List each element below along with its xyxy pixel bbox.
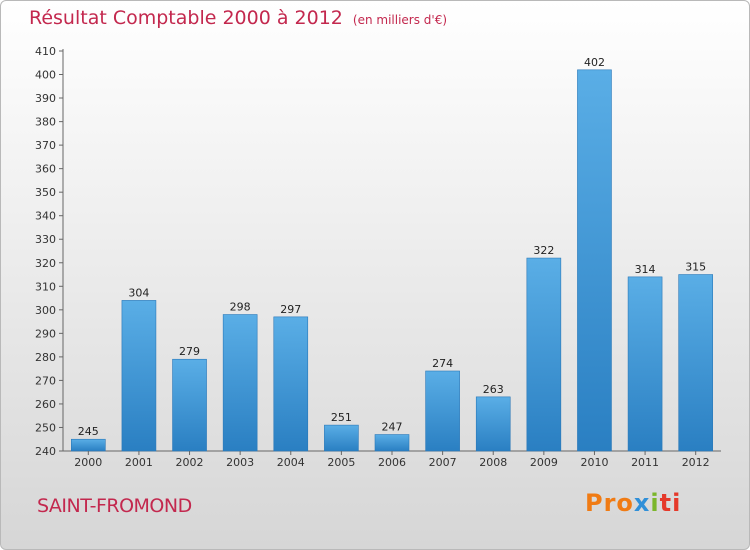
chart-subtitle: (en milliers d'€)	[352, 13, 448, 27]
logo-part-3: i	[650, 489, 660, 517]
data-label: 274	[432, 357, 453, 370]
x-tick-label: 2008	[479, 456, 507, 469]
bar	[627, 276, 663, 452]
bar	[526, 257, 562, 452]
y-tick-label: 340	[35, 210, 56, 223]
bar	[172, 358, 207, 452]
bar	[324, 424, 359, 452]
x-tick-label: 2000	[74, 456, 102, 469]
y-tick-label: 400	[35, 69, 56, 82]
y-tick-label: 360	[35, 163, 56, 176]
logo-part-1: Pro	[585, 489, 634, 517]
x-tick-label: 2009	[530, 456, 558, 469]
bar	[222, 314, 258, 452]
bar	[475, 396, 511, 452]
y-tick-label: 380	[35, 116, 56, 129]
x-tick-label: 2007	[429, 456, 457, 469]
bar	[577, 69, 612, 452]
y-tick-label: 300	[35, 304, 56, 317]
data-label: 304	[128, 286, 149, 299]
data-label: 297	[280, 303, 301, 316]
logo-part-4: ti	[659, 489, 682, 517]
y-tick-label: 290	[35, 327, 56, 340]
data-label: 402	[584, 56, 605, 69]
y-tick-label: 410	[35, 45, 56, 58]
data-label: 314	[635, 263, 656, 276]
x-tick-label: 2001	[125, 456, 153, 469]
x-tick-label: 2004	[277, 456, 305, 469]
data-label: 245	[78, 425, 99, 438]
place-name: SAINT-FROMOND	[37, 495, 192, 517]
x-tick-label: 2005	[327, 456, 355, 469]
chart-title: Résultat Comptable 2000 à 2012 (en millie…	[29, 7, 447, 29]
data-label: 322	[533, 244, 554, 257]
x-tick-label: 2006	[378, 456, 406, 469]
bar	[425, 370, 460, 452]
data-label: 315	[685, 261, 706, 274]
logo-part-2: x	[633, 489, 651, 517]
y-tick-label: 250	[35, 421, 56, 434]
data-label: 263	[483, 383, 504, 396]
y-tick-label: 270	[35, 374, 56, 387]
y-tick-label: 350	[35, 186, 56, 199]
x-tick-label: 2002	[176, 456, 204, 469]
data-label: 247	[382, 421, 403, 434]
y-tick-label: 370	[35, 139, 56, 152]
bar	[121, 300, 157, 452]
y-tick-label: 390	[35, 92, 56, 105]
data-label: 298	[230, 301, 251, 314]
y-tick-label: 280	[35, 351, 56, 364]
title-text: Résultat Comptable 2000 à 2012	[29, 7, 343, 29]
x-tick-label: 2010	[580, 456, 608, 469]
y-tick-label: 310	[35, 280, 56, 293]
proxiti-logo: Proxiti	[585, 489, 681, 517]
y-tick-label: 260	[35, 398, 56, 411]
x-tick-label: 2011	[631, 456, 659, 469]
data-label: 279	[179, 345, 200, 358]
bar	[374, 434, 410, 452]
data-label: 251	[331, 411, 352, 424]
x-tick-label: 2012	[682, 456, 710, 469]
bar	[71, 438, 106, 452]
y-tick-label: 320	[35, 257, 56, 270]
x-tick-label: 2003	[226, 456, 254, 469]
y-tick-label: 330	[35, 233, 56, 246]
bar	[678, 274, 713, 452]
bar	[273, 316, 309, 452]
y-tick-label: 240	[35, 445, 56, 458]
